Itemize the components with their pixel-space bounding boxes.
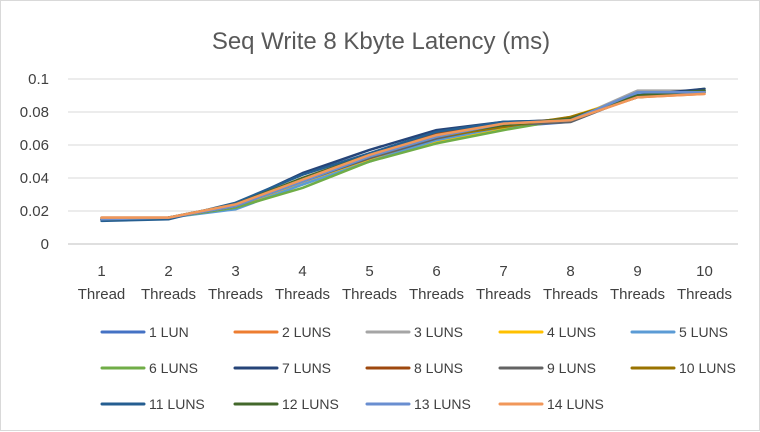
x-tick-label: 7: [499, 263, 507, 280]
x-tick-label: Threads: [409, 286, 464, 303]
legend-label: 1 LUN: [149, 324, 189, 340]
x-tick-label: 4: [298, 263, 306, 280]
x-tick-label: 8: [566, 263, 574, 280]
x-tick-label: 6: [432, 263, 440, 280]
series-line: [100, 90, 706, 221]
series-line: [100, 90, 706, 221]
legend-label: 9 LUNS: [547, 360, 596, 376]
y-tick-label: 0.08: [20, 104, 49, 121]
series-line: [100, 92, 706, 219]
x-tick-label: 1: [97, 263, 105, 280]
series-line: [100, 90, 706, 221]
legend-label: 2 LUNS: [282, 324, 331, 340]
series-line: [100, 90, 706, 221]
gridlines: [68, 78, 738, 245]
y-axis-ticks: 0 0.02 0.04 0.06 0.08 0.1: [20, 71, 49, 253]
x-tick-label: 10: [696, 263, 713, 280]
x-axis-ticks: 1 Thread 2 Threads 3 Threads 4 Threads 5 Threads 6…: [78, 263, 732, 303]
x-tick-label: Threads: [141, 286, 196, 303]
x-tick-label: 2: [164, 263, 172, 280]
legend-label: 7 LUNS: [282, 360, 331, 376]
y-tick-label: 0.04: [20, 170, 49, 187]
chart-title: Seq Write 8 Kbyte Latency (ms): [212, 28, 550, 55]
y-tick-label: 0.06: [20, 137, 49, 154]
x-tick-label: 9: [633, 263, 641, 280]
legend-label: 6 LUNS: [149, 360, 198, 376]
series-line: [100, 90, 706, 221]
x-tick-label: 5: [365, 263, 373, 280]
legend: 1 LUN 2 LUNS 3 LUNS 4 LUNS 5 LUNS 6 LUNS 7 LUN…: [100, 324, 736, 412]
x-tick-label: Threads: [275, 286, 330, 303]
series-line: [100, 87, 706, 221]
series-line: [100, 89, 706, 219]
series-line: [100, 87, 706, 221]
series-line: [100, 90, 706, 221]
series-line: [100, 90, 706, 221]
series-lines: [100, 87, 706, 223]
legend-label: 4 LUNS: [547, 324, 596, 340]
x-tick-label: 3: [231, 263, 239, 280]
series-line: [100, 89, 706, 223]
legend-label: 14 LUNS: [547, 396, 604, 412]
x-tick-label: Threads: [342, 286, 397, 303]
legend-label: 13 LUNS: [414, 396, 471, 412]
x-tick-label: Threads: [476, 286, 531, 303]
series-line: [100, 89, 706, 221]
y-tick-label: 0: [41, 236, 49, 253]
y-tick-label: 0.02: [20, 203, 49, 220]
x-tick-label: Threads: [610, 286, 665, 303]
legend-label: 12 LUNS: [282, 396, 339, 412]
y-tick-label: 0.1: [28, 71, 49, 88]
legend-label: 10 LUNS: [679, 360, 736, 376]
x-tick-label: Thread: [78, 286, 126, 303]
x-tick-label: Threads: [543, 286, 598, 303]
x-tick-label: Threads: [677, 286, 732, 303]
legend-label: 8 LUNS: [414, 360, 463, 376]
legend-label: 3 LUNS: [414, 324, 463, 340]
legend-label: 11 LUNS: [149, 396, 205, 412]
x-tick-label: Threads: [208, 286, 263, 303]
legend-label: 5 LUNS: [679, 324, 728, 340]
